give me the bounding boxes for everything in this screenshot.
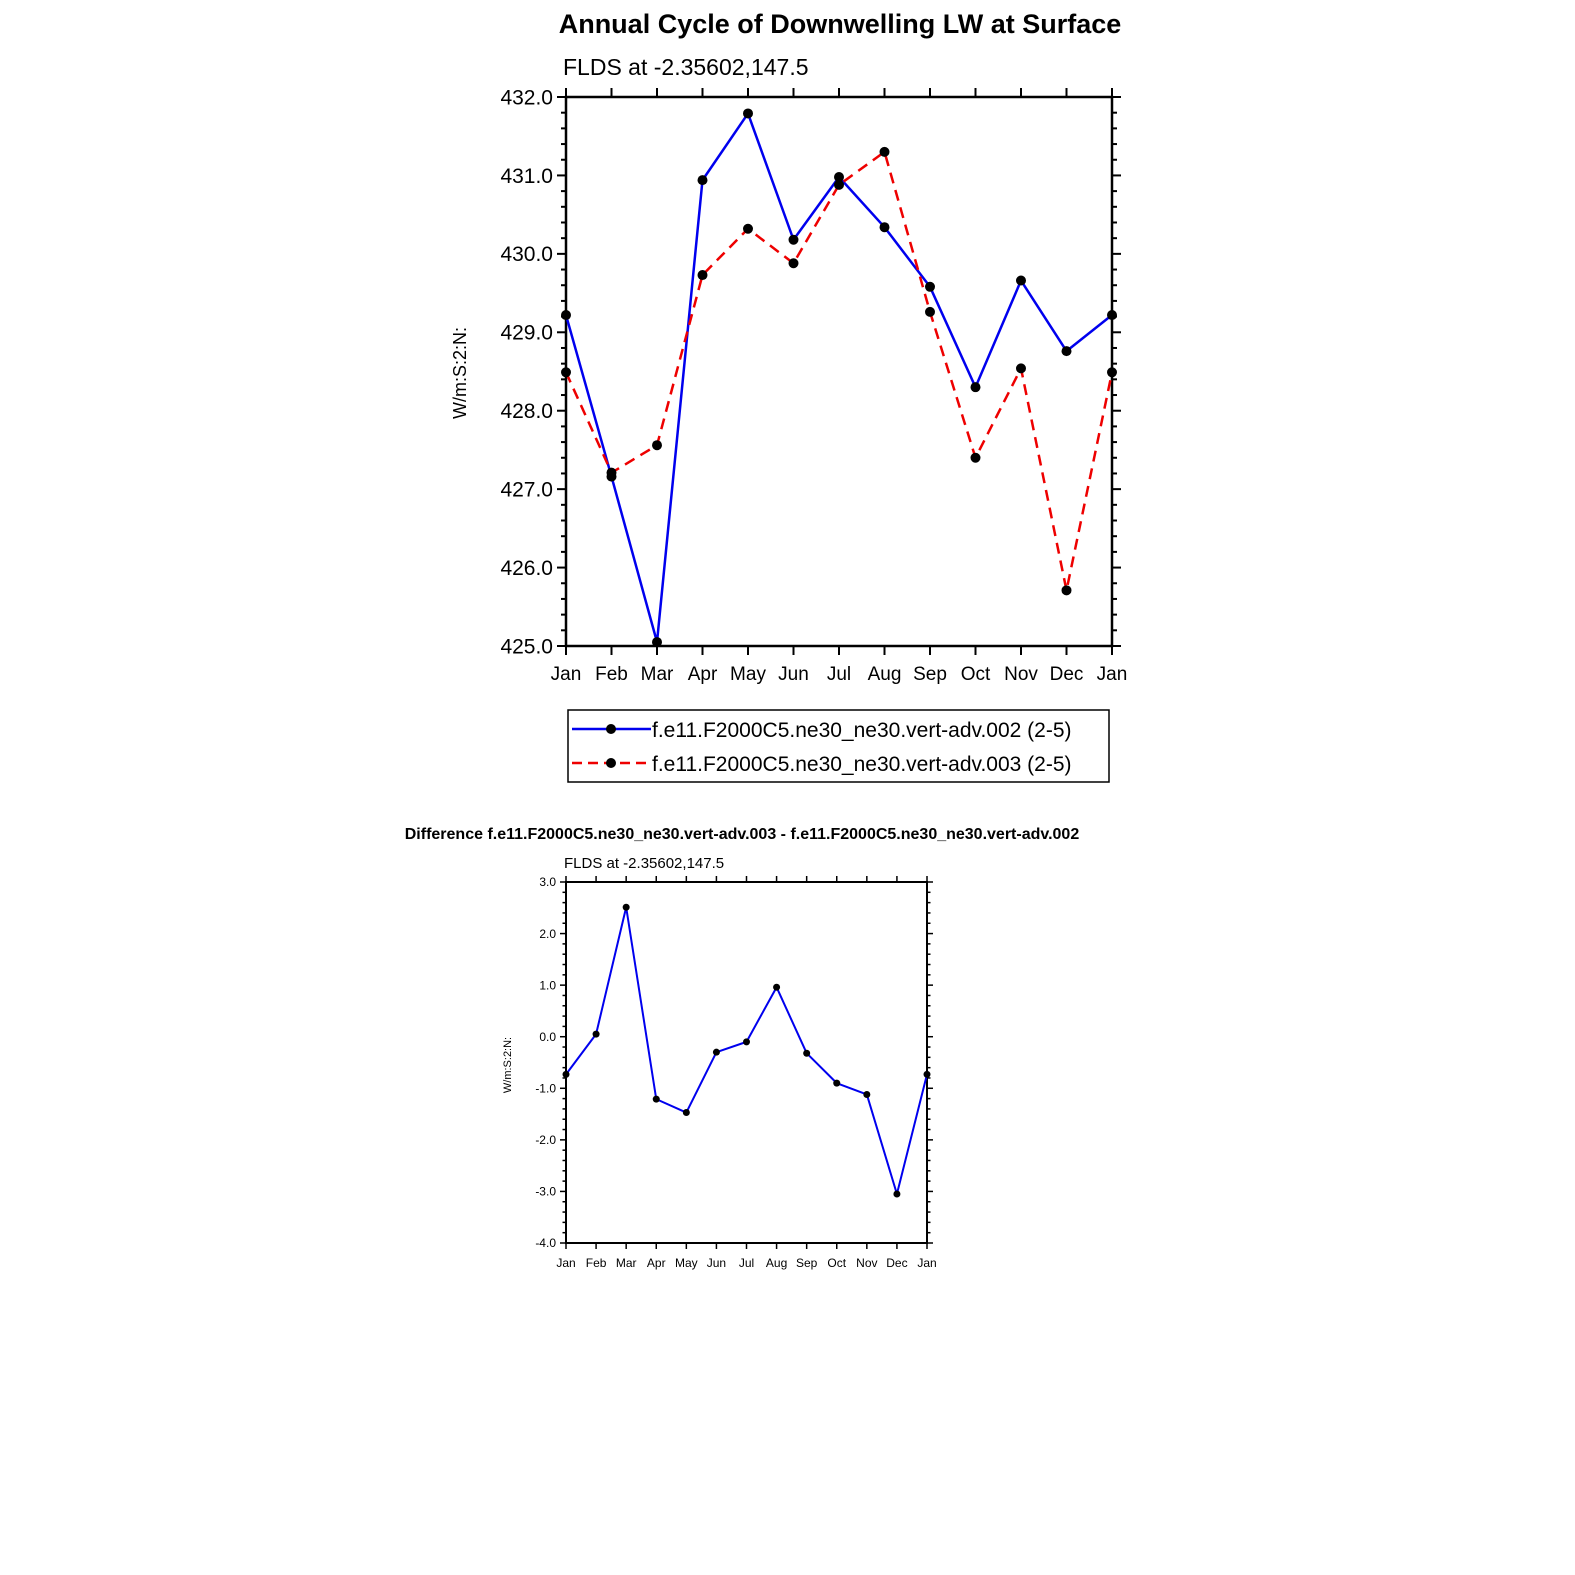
data-point-series-1	[788, 234, 799, 245]
y-tick-label: -3.0	[535, 1185, 556, 1199]
legend-box	[567, 709, 1110, 783]
chart1-plot: 425.0 426.0 427.0 428.0 429.0 430.0 431.0 432.0…	[500, 86, 1127, 685]
data-point-series-1	[923, 1070, 931, 1078]
chart2-plot: -4.0 -3.0 -2.0 -1.0 0.0 1.0 2.0 3.0 Jan Feb Mar Apr…	[535, 875, 936, 1270]
chart1-subtitle: FLDS at -2.35602,147.5	[563, 54, 809, 80]
data-point-series-2	[652, 440, 662, 451]
data-point-series-1	[697, 175, 708, 186]
data-point-series-2	[606, 467, 617, 478]
x-tick-label: Jan	[556, 1256, 575, 1270]
data-point-series-2	[879, 146, 890, 157]
data-point-series-1	[863, 1090, 871, 1098]
data-point-series-1	[803, 1049, 811, 1057]
data-point-series-2	[970, 452, 981, 463]
x-tick-label: Jan	[551, 664, 582, 685]
y-tick-label: 2.0	[539, 927, 556, 941]
data-point-series-1	[834, 171, 844, 182]
data-point-series-1	[970, 382, 981, 393]
x-tick-label: Dec	[1050, 664, 1084, 685]
legend-label-1: f.e11.F2000C5.ne30_ne30.vert-adv.002 (2-…	[652, 719, 1072, 742]
chart2-ylabel: W/m:S:2:N:	[502, 1037, 514, 1093]
data-point-series-2	[561, 367, 571, 378]
x-tick-label: Mar	[616, 1256, 637, 1270]
x-tick-label: May	[675, 1256, 698, 1270]
chart1-title: Annual Cycle of Downwelling LW at Surfac…	[559, 9, 1122, 39]
data-point-series-1	[652, 637, 662, 648]
y-tick-label: 427.0	[500, 478, 553, 501]
x-tick-label: Jun	[778, 664, 809, 685]
chart2-title: Difference f.e11.F2000C5.ne30_ne30.vert-…	[405, 826, 1080, 843]
y-tick-label: 430.0	[500, 243, 553, 266]
data-point-series-1	[1061, 346, 1072, 357]
data-point-series-2	[1107, 367, 1117, 378]
y-tick-label: 0.0	[539, 1030, 556, 1044]
chart1-ylabel: W/m:S:2:N:	[450, 327, 470, 419]
x-tick-label: Jul	[827, 664, 851, 685]
data-point-series-1	[743, 1038, 750, 1046]
legend-marker-2	[606, 758, 616, 768]
data-point-series-1	[652, 1095, 660, 1103]
y-tick-label: 432.0	[500, 86, 553, 109]
series-line-2	[564, 150, 1114, 592]
x-tick-label: Mar	[641, 664, 674, 685]
data-point-series-2	[925, 306, 935, 317]
chart1-legend: f.e11.F2000C5.ne30_ne30.vert-adv.002 (2-…	[567, 709, 1110, 783]
y-tick-label: -4.0	[535, 1236, 556, 1250]
legend-marker-1	[606, 724, 616, 734]
data-point-series-1	[712, 1048, 720, 1056]
y-tick-label: 3.0	[539, 875, 556, 889]
legend-label-2: f.e11.F2000C5.ne30_ne30.vert-adv.003 (2-…	[652, 753, 1072, 776]
x-tick-label: Aug	[868, 664, 902, 685]
data-point-series-2	[743, 223, 753, 234]
x-tick-label: May	[730, 664, 766, 685]
y-tick-label: 426.0	[500, 557, 553, 580]
data-point-series-1	[682, 1109, 690, 1117]
x-tick-label: Jun	[707, 1256, 726, 1270]
data-point-series-1	[562, 1070, 570, 1078]
data-point-series-2	[788, 258, 799, 269]
data-point-series-1	[925, 281, 935, 292]
y-tick-label: 428.0	[500, 400, 553, 423]
data-point-series-1	[1107, 310, 1117, 321]
y-tick-label: 429.0	[500, 322, 553, 345]
series-line-1	[565, 906, 928, 1196]
data-point-series-2	[834, 179, 844, 190]
x-tick-label: Oct	[827, 1256, 846, 1270]
x-tick-label: Nov	[1004, 664, 1038, 685]
data-point-series-2	[697, 270, 708, 281]
x-tick-label: Sep	[796, 1256, 818, 1270]
x-tick-label: Jan	[1097, 664, 1128, 685]
data-point-series-1	[561, 310, 571, 321]
x-tick-label: Feb	[586, 1256, 607, 1270]
data-point-series-2	[1061, 585, 1072, 596]
y-tick-label: 431.0	[500, 165, 553, 188]
data-point-series-2	[1016, 363, 1026, 374]
data-point-series-1	[773, 983, 781, 991]
series-line-1	[564, 112, 1113, 644]
data-point-series-1	[743, 108, 753, 119]
x-tick-label: Apr	[688, 664, 718, 685]
data-point-series-1	[833, 1079, 841, 1087]
data-point-series-1	[893, 1190, 901, 1198]
x-tick-label: Nov	[856, 1256, 877, 1270]
data-point-series-1	[879, 222, 890, 233]
y-tick-label: 1.0	[539, 978, 556, 992]
x-tick-label: Jul	[739, 1256, 754, 1270]
chart2-subtitle: FLDS at -2.35602,147.5	[564, 855, 724, 872]
data-point-series-1	[1016, 275, 1026, 286]
data-point-series-1	[592, 1030, 600, 1038]
x-tick-label: Feb	[595, 664, 628, 685]
x-tick-label: Apr	[647, 1256, 666, 1270]
x-tick-label: Jan	[917, 1256, 936, 1270]
y-tick-label: -1.0	[535, 1081, 556, 1095]
x-tick-label: Sep	[913, 664, 947, 685]
x-tick-label: Oct	[961, 664, 991, 685]
data-point-series-1	[622, 903, 630, 911]
y-tick-label: -2.0	[535, 1133, 556, 1147]
x-tick-label: Aug	[766, 1256, 787, 1270]
x-tick-label: Dec	[886, 1256, 907, 1270]
y-tick-label: 425.0	[500, 635, 553, 658]
